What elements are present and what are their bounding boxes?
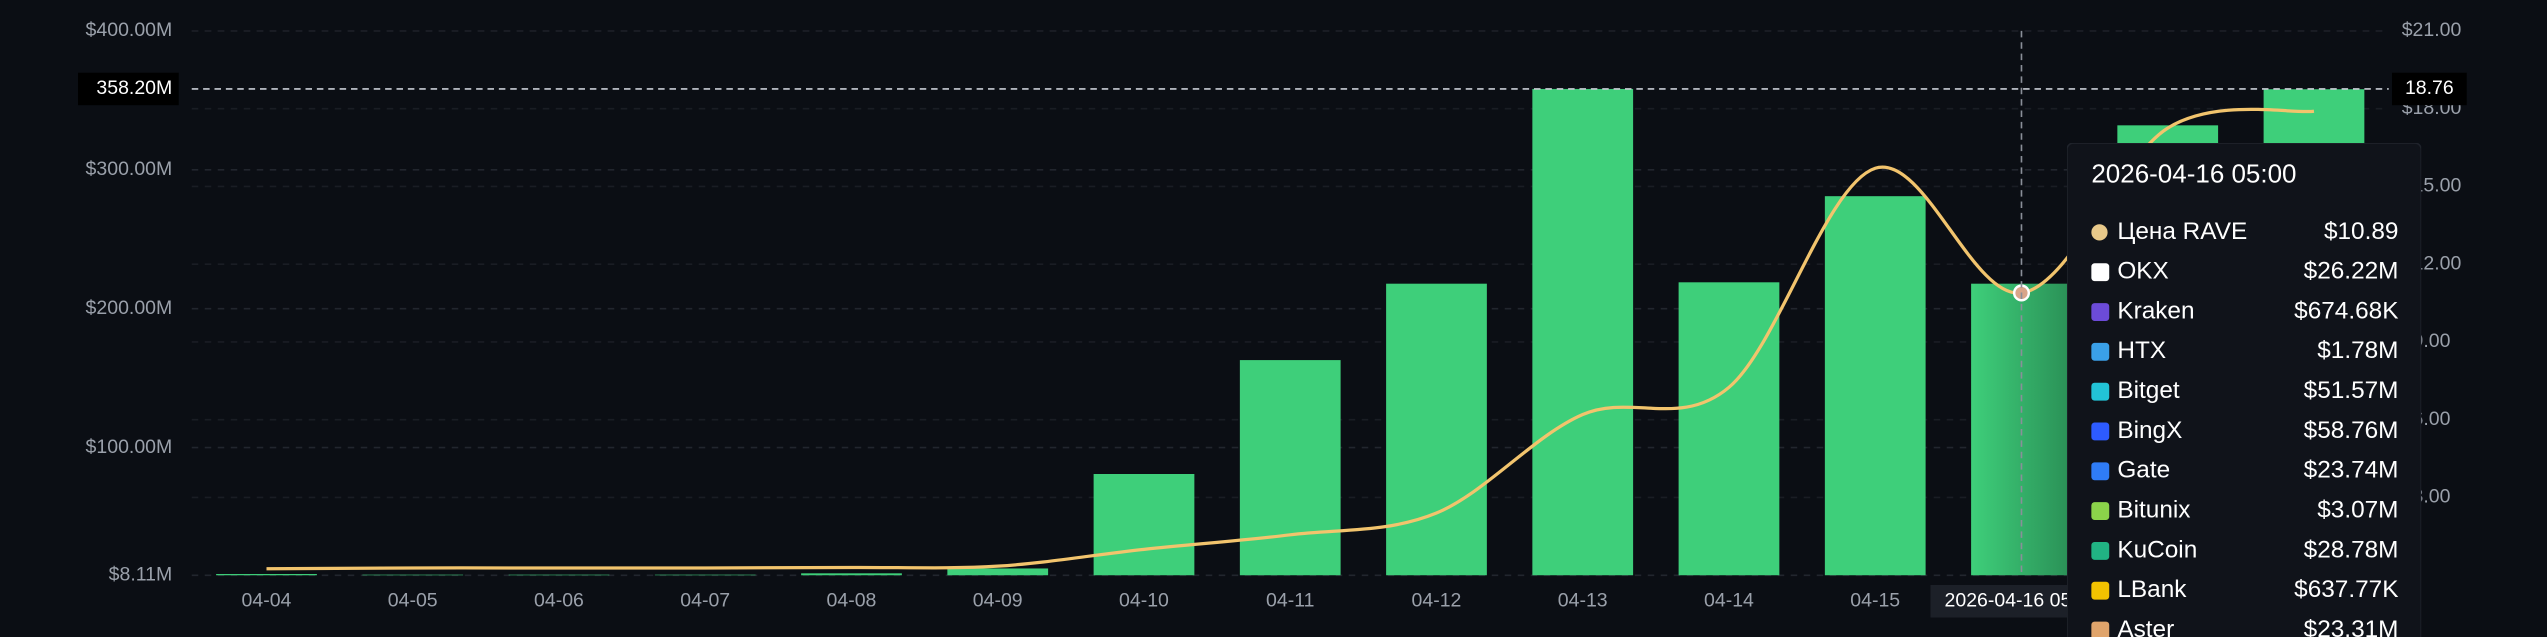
tooltip-name: Bitget — [2117, 377, 2180, 404]
tooltip-icon — [2091, 342, 2110, 361]
tooltip-value: $51.57M — [2304, 377, 2399, 404]
x-tick-label: 04-12 — [1412, 589, 1462, 611]
tooltip-icon — [2091, 422, 2110, 441]
x-tick-label: 04-13 — [1558, 589, 1608, 611]
tooltip-value: $58.76M — [2304, 417, 2399, 444]
y2-tick-label: $21.00 — [2402, 19, 2462, 41]
tooltip-name: OKX — [2117, 258, 2168, 285]
x-tick-label: 04-08 — [827, 589, 877, 611]
tooltip: 2026-04-16 05:00 Цена RAVE $10.89 OKX $26.2… — [2066, 143, 2422, 637]
bar — [1678, 282, 1780, 576]
y-tick-label: $200.00M — [86, 297, 173, 319]
bar — [1386, 283, 1487, 576]
crosshair-y2-box — [2391, 72, 2467, 106]
y-tick-label: $300.00M — [86, 158, 173, 180]
bar — [216, 574, 317, 576]
x-tick-label: 04-07 — [680, 589, 730, 611]
crosshair-x-label: 2026-04-16 05:00 — [1945, 589, 2099, 611]
tooltip-icon — [2091, 224, 2108, 241]
tooltip-name: Bitunix — [2117, 496, 2190, 523]
tooltip-icon — [2091, 541, 2110, 560]
tooltip-value: $1.78M — [2317, 337, 2398, 364]
bar — [1093, 473, 1195, 576]
tooltip-icon — [2091, 621, 2110, 637]
x-tick-label: 04-14 — [1704, 589, 1754, 611]
bar — [1239, 360, 1341, 576]
tooltip-value: $23.74M — [2304, 457, 2399, 484]
crosshair-y-box — [77, 72, 179, 106]
tooltip-name: Gate — [2117, 457, 2170, 484]
tooltip-title: 2026-04-16 05:00 — [2091, 158, 2296, 188]
y-tick-label: $400.00M — [86, 19, 173, 41]
tooltip-icon — [2091, 382, 2110, 401]
x-tick-label: 04-15 — [1850, 589, 1900, 611]
x-tick-label: 04-06 — [534, 589, 584, 611]
tooltip-name: Kraken — [2117, 297, 2194, 324]
tooltip-name: BingX — [2117, 417, 2182, 444]
crosshair-y2-label: 18.76 — [2405, 77, 2454, 99]
tooltip-name: KuCoin — [2117, 536, 2197, 563]
bar — [362, 574, 464, 576]
tooltip-name: LBank — [2117, 576, 2187, 603]
x-tick-label: 04-05 — [388, 589, 438, 611]
tooltip-icon — [2091, 263, 2110, 282]
price-line — [266, 107, 2315, 571]
tooltip-value: $637.77K — [2294, 576, 2398, 603]
tooltip-value: $674.68K — [2294, 297, 2398, 324]
bar — [654, 574, 756, 576]
tooltip-value: $3.07M — [2317, 496, 2398, 523]
tooltip-icon — [2091, 303, 2110, 321]
bar — [801, 573, 902, 576]
x-tick-label: 04-11 — [1266, 589, 1314, 611]
bar — [1532, 88, 1634, 576]
tooltip-name: Цена RAVE — [2117, 218, 2247, 245]
y-tick-label: $100.00M — [86, 436, 173, 458]
x-tick-label: 04-09 — [973, 589, 1023, 611]
tooltip-value: $28.78M — [2304, 536, 2399, 563]
x-tick-label: 04-10 — [1119, 589, 1169, 611]
tooltip-icon — [2091, 581, 2110, 600]
bar — [1824, 196, 1926, 576]
y-tick-label: $8.11M — [109, 563, 173, 585]
tooltip-value: $23.31M — [2304, 616, 2399, 637]
tooltip-value: $26.22M — [2304, 258, 2399, 285]
tooltip-value: $10.89 — [2324, 218, 2399, 245]
bar — [947, 568, 1049, 576]
bar — [508, 574, 610, 576]
tooltip-panel — [2066, 143, 2422, 637]
tooltip-name: Aster — [2117, 616, 2174, 637]
tooltip-icon — [2091, 502, 2110, 520]
tooltip-icon — [2091, 462, 2110, 481]
crosshair-y-label: 358.20M — [96, 77, 172, 99]
tooltip-name: HTX — [2117, 337, 2166, 364]
x-tick-label: 04-04 — [242, 589, 292, 611]
